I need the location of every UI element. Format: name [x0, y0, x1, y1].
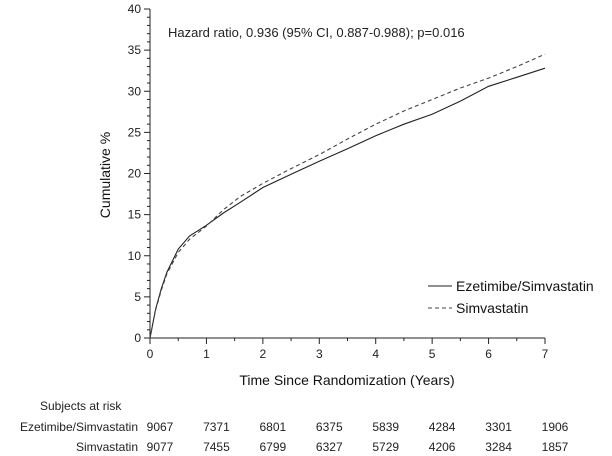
y-axis-title: Cumulative %: [97, 132, 113, 218]
y-tick-label: 15: [128, 208, 142, 222]
risk-table-cell: 1857: [542, 440, 569, 454]
risk-table-cell: 4284: [429, 420, 456, 434]
risk-table-cell: 9077: [147, 440, 174, 454]
y-tick-label: 25: [128, 125, 142, 139]
risk-table-cell: 4206: [429, 440, 456, 454]
risk-table-title: Subjects at risk: [40, 399, 122, 413]
risk-table-cell: 6327: [316, 440, 343, 454]
y-axis-ticks: 0 5 10 15 20 25 30 35 40: [128, 2, 150, 345]
x-axis-title: Time Since Randomization (Years): [239, 372, 454, 388]
risk-table-cell: 1906: [542, 420, 569, 434]
hazard-ratio-annotation: Hazard ratio, 0.936 (95% CI, 0.887-0.988…: [168, 25, 465, 40]
x-tick-label: 7: [542, 347, 549, 361]
y-tick-label: 5: [134, 290, 141, 304]
y-tick-label: 20: [128, 167, 142, 181]
series-line-simvastatin: [149, 53, 546, 339]
risk-table-cell: 3284: [485, 440, 512, 454]
y-tick-label: 35: [128, 43, 142, 57]
series-line-ezetimibe-simvastatin: [149, 67, 546, 339]
risk-table-cell: 6799: [260, 440, 287, 454]
risk-table-cell: 3301: [485, 420, 512, 434]
risk-table-cell: 6801: [260, 420, 287, 434]
risk-table-cell: 6375: [316, 420, 343, 434]
x-tick-label: 5: [429, 347, 436, 361]
x-tick-label: 2: [260, 347, 267, 361]
risk-table-cell: 7371: [203, 420, 230, 434]
y-tick-label: 10: [128, 249, 142, 263]
y-tick-label: 40: [128, 2, 142, 16]
x-axis-ticks: 0 1 2 3 4 5 6 7: [147, 338, 549, 361]
y-tick-label: 0: [134, 331, 141, 345]
risk-table: Subjects at risk Ezetimibe/Simvastatin S…: [20, 399, 569, 454]
legend: Ezetimibe/Simvastatin Simvastatin: [428, 278, 594, 316]
risk-row-label-simvastatin: Simvastatin: [76, 440, 138, 454]
x-tick-label: 0: [147, 347, 154, 361]
legend-label-ezetimibe-simvastatin: Ezetimibe/Simvastatin: [456, 278, 594, 294]
series-layer: [149, 53, 546, 339]
x-tick-label: 6: [485, 347, 492, 361]
legend-label-simvastatin: Simvastatin: [456, 300, 528, 316]
y-tick-label: 30: [128, 84, 142, 98]
x-tick-label: 4: [372, 347, 379, 361]
risk-row-label-ezetimibe-simvastatin: Ezetimibe/Simvastatin: [20, 420, 138, 434]
risk-table-cell: 5839: [372, 420, 399, 434]
risk-table-cell: 9067: [147, 420, 174, 434]
risk-table-cell: 7455: [203, 440, 230, 454]
risk-table-cell: 5729: [372, 440, 399, 454]
x-tick-label: 1: [203, 347, 210, 361]
x-tick-label: 3: [316, 347, 323, 361]
risk-values: 9067 7371 6801 6375 5839 4284 3301 1906 9077 7455…: [147, 420, 569, 454]
